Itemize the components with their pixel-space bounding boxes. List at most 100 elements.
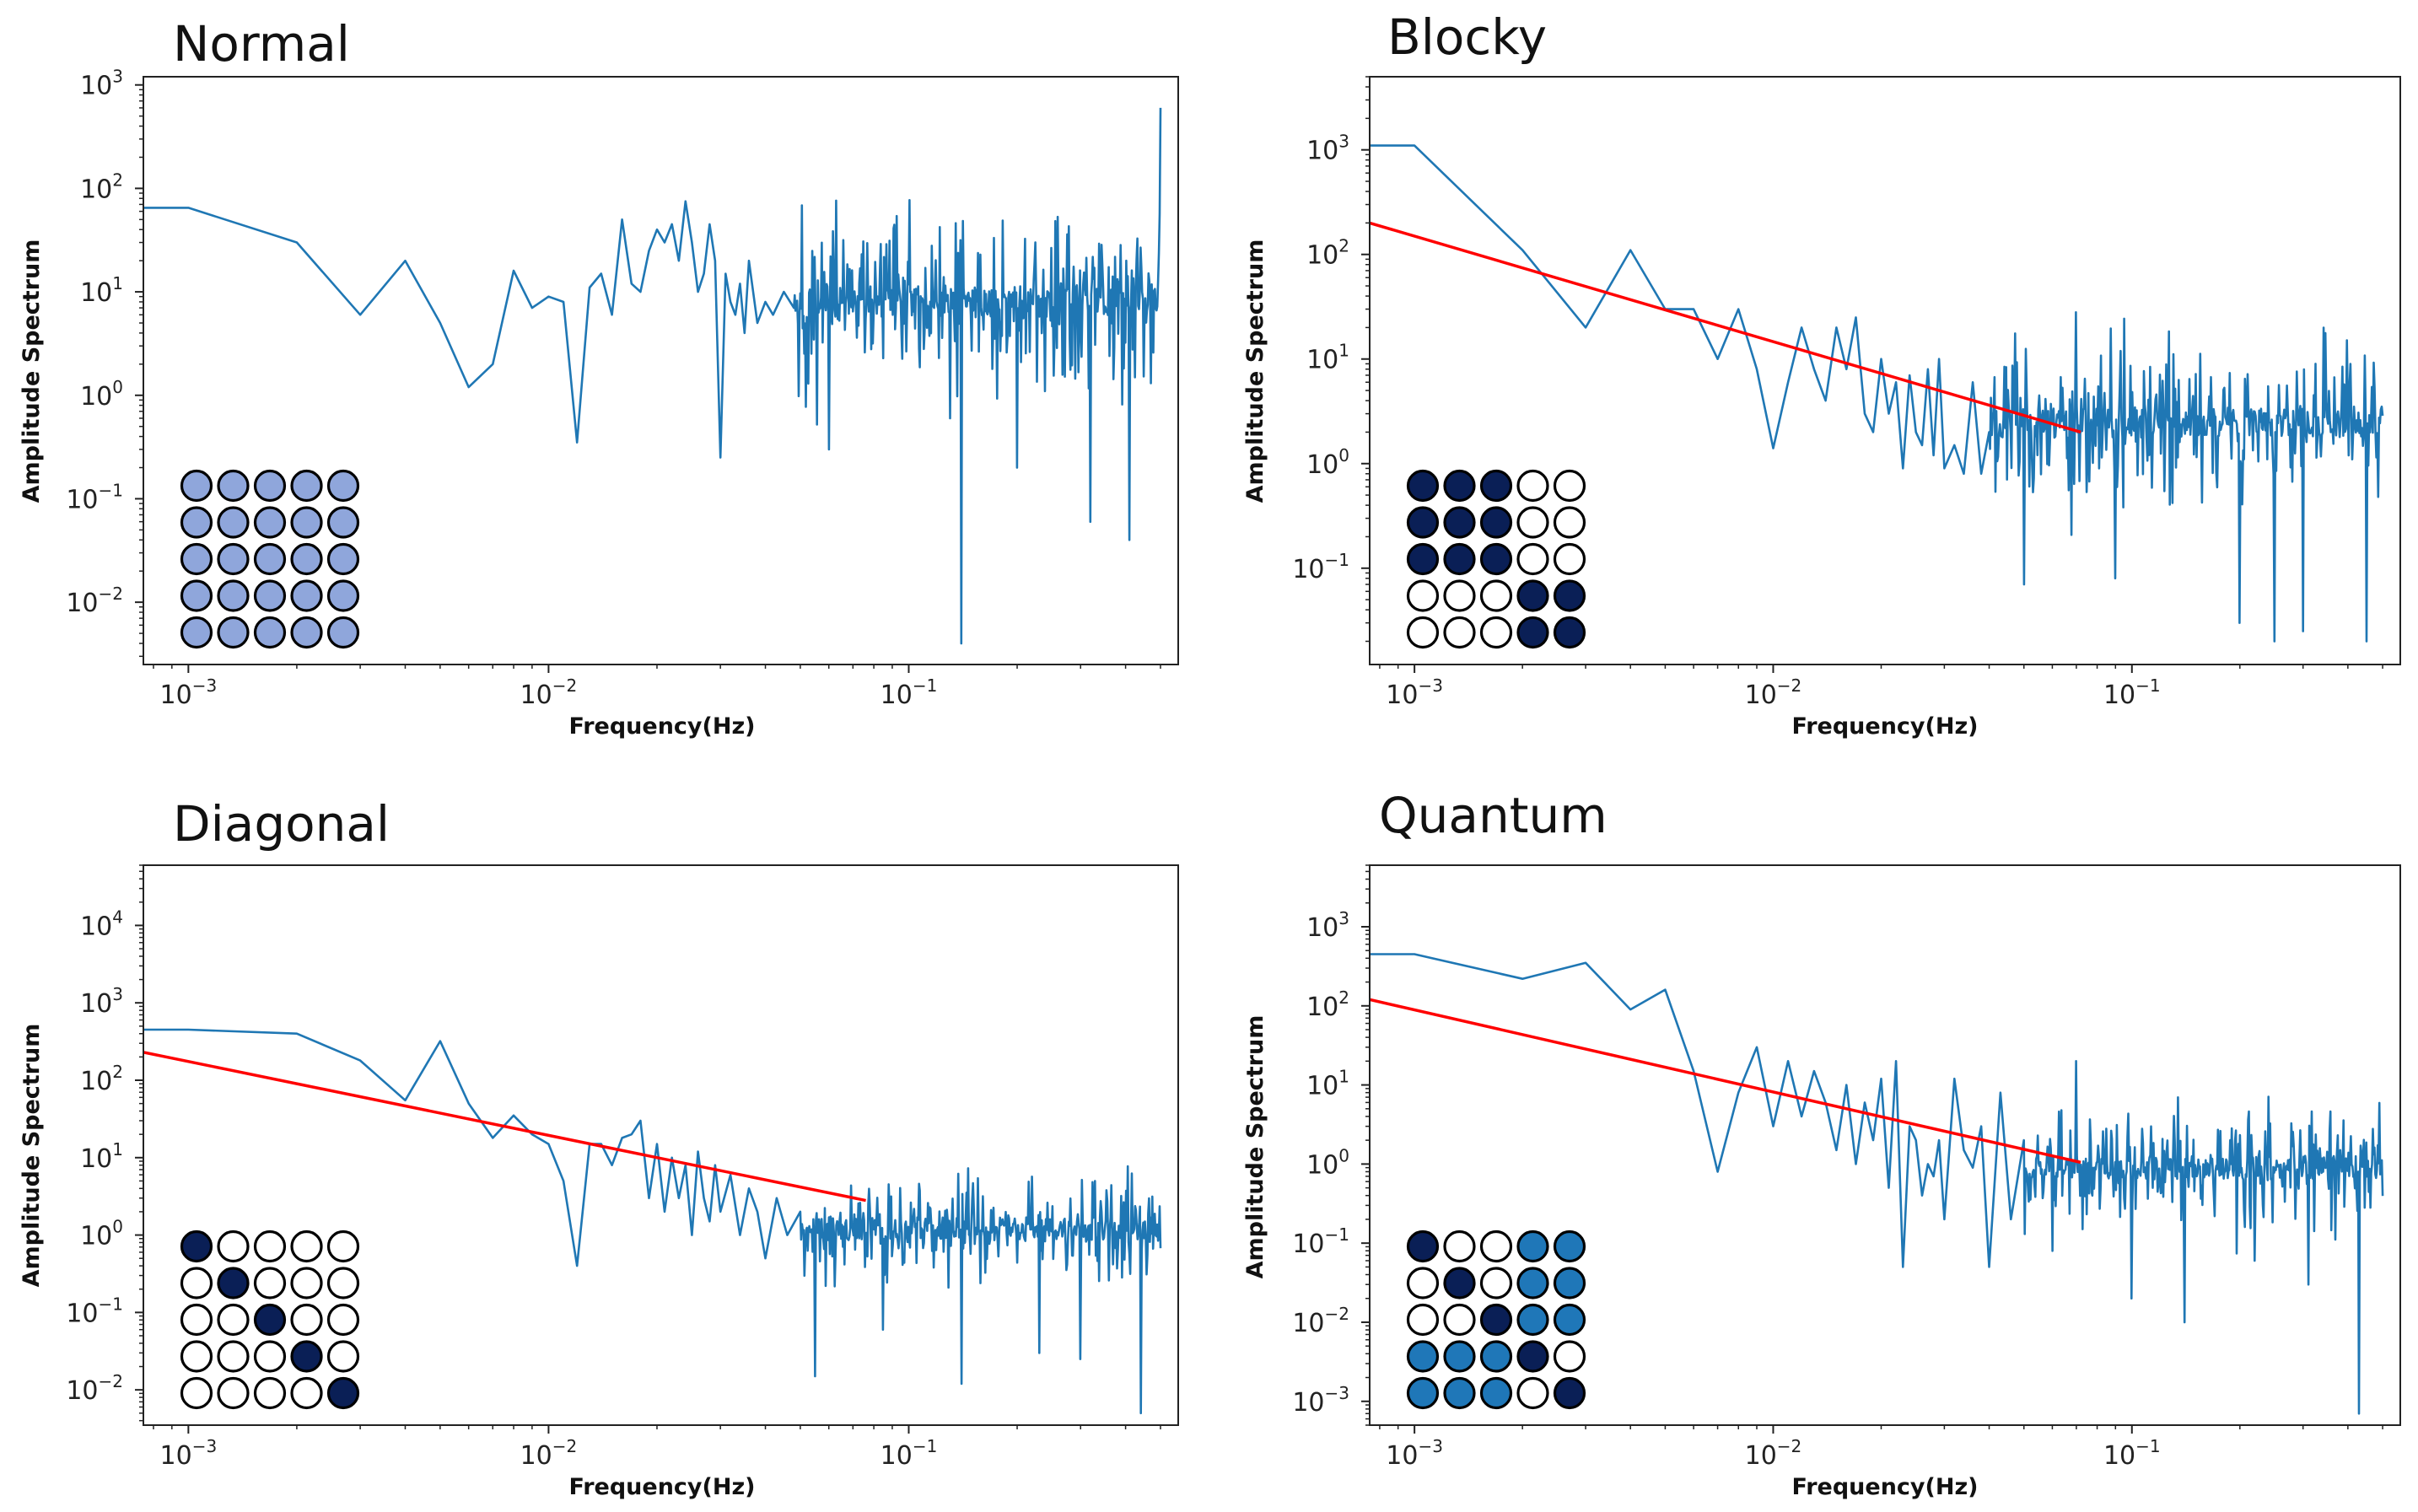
pattern-cell-medium — [1479, 1340, 1513, 1373]
panel-title: Normal — [173, 15, 350, 73]
pattern-cell-empty — [1516, 542, 1549, 576]
y-tick-label: 103 — [80, 67, 123, 101]
pattern-cell-medium — [1553, 1230, 1586, 1263]
x-axis-label: Frequency(Hz) — [568, 1474, 755, 1500]
pattern-cell-medium — [1406, 1340, 1440, 1373]
pattern-cell-light — [290, 616, 323, 649]
pattern-cell-dark — [326, 1376, 360, 1410]
pattern-cell-light — [217, 506, 250, 539]
y-tick-label: 10−1 — [1292, 1224, 1349, 1259]
pattern-cell-light — [180, 579, 213, 612]
x-axis-label: Frequency(Hz) — [1791, 1474, 1978, 1500]
pattern-cell-empty — [217, 1230, 250, 1263]
pattern-cell-dark — [1553, 1376, 1586, 1410]
pattern-cell-medium — [1553, 1303, 1586, 1337]
pattern-cell-medium — [1443, 1340, 1476, 1373]
y-tick-label: 10−2 — [66, 1371, 123, 1406]
pattern-cell-empty — [1553, 469, 1586, 503]
y-tick-label: 101 — [1306, 341, 1349, 375]
pattern-cell-empty — [326, 1267, 360, 1299]
y-tick-label: 103 — [1306, 132, 1349, 166]
axes-frame — [1369, 864, 2401, 1426]
pattern-cell-empty — [290, 1267, 323, 1299]
y-tick-label: 102 — [1306, 236, 1349, 271]
pattern-cell-light — [217, 542, 250, 576]
pattern-cell-dark — [1443, 1267, 1476, 1299]
y-tick-label: 10−1 — [66, 480, 123, 514]
plot-area: 10−3 10−2 10−1 10−2 10−1 100 101 102 103 — [66, 67, 1179, 710]
x-tick-label: 10−2 — [520, 1436, 578, 1471]
x-axis-label: Frequency(Hz) — [1791, 713, 1978, 740]
pattern-cell-empty — [1443, 616, 1476, 649]
pattern-cell-empty — [326, 1230, 360, 1263]
pattern-cell-light — [326, 616, 360, 649]
trend-line — [143, 1051, 866, 1203]
x-tick-label: 10−1 — [2103, 1436, 2161, 1471]
pattern-cell-empty — [326, 1340, 360, 1373]
pattern-cell-light — [326, 542, 360, 576]
y-tick-label: 10−2 — [1292, 1304, 1349, 1338]
x-tick-label: 10−3 — [160, 1436, 218, 1471]
panel-quantum: Quantum Amplitude Spectrum Frequency(Hz)… — [1242, 787, 2401, 1500]
pattern-cell-empty — [290, 1376, 323, 1410]
y-tick-label: 100 — [80, 1217, 123, 1251]
y-tick-label: 103 — [1306, 908, 1349, 943]
y-tick-label: 10−2 — [66, 584, 123, 618]
pattern-cell-medium — [1443, 1376, 1476, 1410]
y-tick-label: 10−1 — [66, 1294, 123, 1328]
pattern-cell-dark — [180, 1230, 213, 1263]
pattern-cell-empty — [253, 1376, 287, 1410]
pattern-cell-empty — [1479, 579, 1513, 612]
pattern-cell-dark — [1406, 542, 1440, 576]
x-tick-label: 10−3 — [160, 675, 218, 710]
pattern-cell-light — [253, 506, 287, 539]
pattern-cell-light — [290, 542, 323, 576]
pattern-cell-light — [253, 469, 287, 503]
y-tick-label: 100 — [1306, 1145, 1349, 1180]
pattern-cell-dark — [217, 1267, 250, 1299]
y-tick-label: 101 — [1306, 1067, 1349, 1101]
pattern-cell-dark — [1443, 506, 1476, 539]
pattern-cell-empty — [217, 1303, 250, 1337]
x-axis-label: Frequency(Hz) — [568, 713, 755, 740]
pattern-cell-empty — [217, 1376, 250, 1410]
panel-title: Diagonal — [173, 795, 390, 853]
pattern-cell-dark — [290, 1340, 323, 1373]
pattern-cell-empty — [253, 1340, 287, 1373]
pattern-cell-empty — [1553, 506, 1586, 539]
pattern-cell-empty — [326, 1303, 360, 1337]
pattern-cell-light — [326, 469, 360, 503]
axes-frame — [1369, 76, 2401, 665]
plot-area: 10−3 10−2 10−1 10−3 10−2 10−1 100 101 102 103 — [1292, 864, 2401, 1471]
x-tick-label: 10−1 — [2103, 675, 2161, 710]
pattern-cell-empty — [1406, 616, 1440, 649]
y-axis-label: Amplitude Spectrum — [1242, 1015, 1268, 1279]
y-tick-label: 102 — [1306, 987, 1349, 1022]
pattern-cell-empty — [1406, 1303, 1440, 1337]
pattern-cell-light — [180, 542, 213, 576]
pattern-inset — [1406, 1230, 1586, 1410]
pattern-cell-dark — [1479, 542, 1513, 576]
pattern-inset — [180, 1230, 360, 1410]
y-axis-label: Amplitude Spectrum — [1242, 239, 1268, 503]
pattern-cell-light — [217, 616, 250, 649]
pattern-cell-empty — [1443, 579, 1476, 612]
pattern-cell-empty — [1553, 542, 1586, 576]
x-tick-label: 10−2 — [1745, 1436, 1802, 1471]
y-tick-label: 10−3 — [1292, 1383, 1349, 1418]
pattern-cell-light — [253, 542, 287, 576]
pattern-cell-light — [217, 579, 250, 612]
pattern-cell-empty — [1479, 616, 1513, 649]
pattern-cell-dark — [1406, 506, 1440, 539]
x-tick-label: 10−2 — [1745, 675, 1802, 710]
x-tick-label: 10−1 — [880, 1436, 938, 1471]
y-tick-label: 101 — [80, 1139, 123, 1174]
panel-diagonal: Diagonal Amplitude Spectrum Frequency(Hz… — [19, 795, 1179, 1500]
plot-area: 10−3 10−2 10−1 10−1 100 101 102 103 — [1292, 76, 2401, 710]
pattern-cell-light — [253, 616, 287, 649]
pattern-cell-empty — [180, 1340, 213, 1373]
pattern-cell-light — [326, 506, 360, 539]
pattern-cell-empty — [1516, 506, 1549, 539]
pattern-cell-empty — [1406, 579, 1440, 612]
